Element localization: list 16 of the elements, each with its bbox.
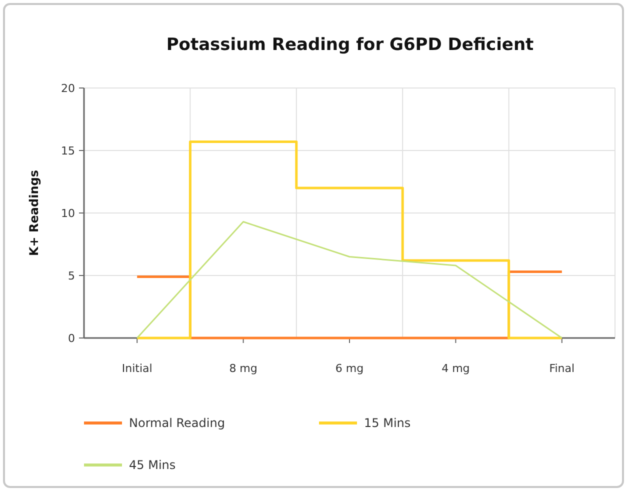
x-tick-label: 4 mg (442, 362, 470, 375)
legend-label: 45 Mins (129, 458, 176, 472)
chart-title: Potassium Reading for G6PD Deficient (166, 35, 534, 55)
x-tick-label: 8 mg (229, 362, 258, 375)
y-tick-label: 20 (61, 82, 75, 95)
x-tick-label: Initial (122, 362, 152, 375)
y-tick-label: 15 (61, 144, 75, 158)
y-tick-label: 5 (68, 270, 75, 282)
legend-label: Normal Reading (129, 416, 225, 430)
y-axis-title: K+ Readings (27, 170, 41, 256)
legend-label: 15 Mins (364, 416, 411, 430)
x-tick-label: Final (549, 362, 575, 375)
y-tick-label: 0 (68, 332, 75, 345)
y-tick-label: 10 (61, 207, 75, 220)
x-tick-label: 6 mg (335, 362, 364, 375)
line-series (136, 221, 563, 339)
